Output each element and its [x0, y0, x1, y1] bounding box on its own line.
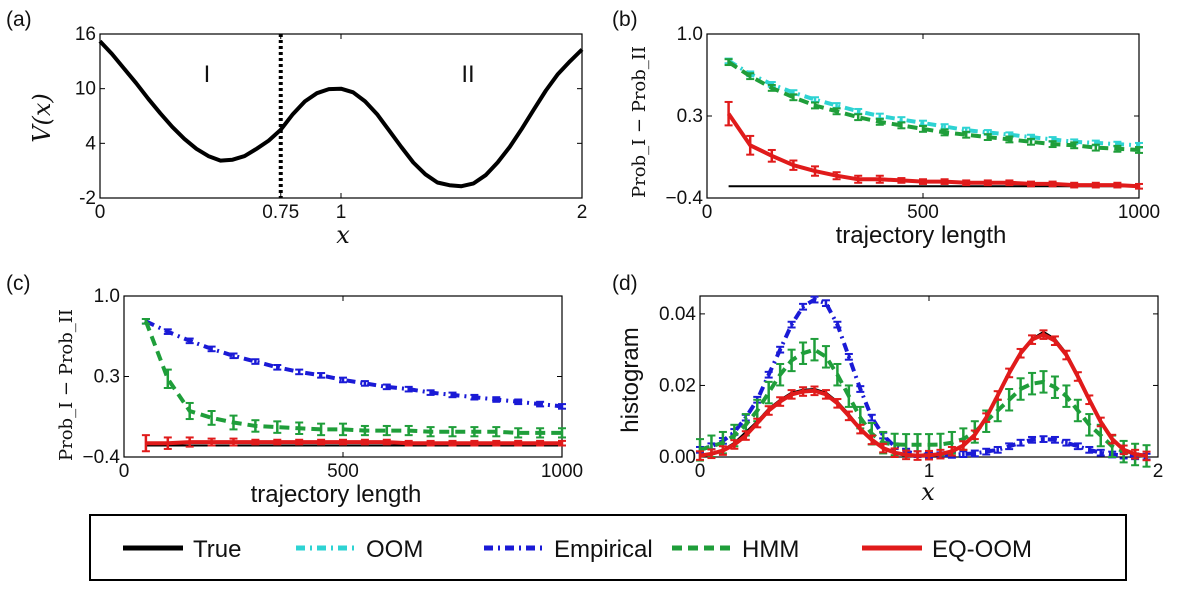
panel-a-ylabel: V(x)	[28, 93, 56, 143]
series-line-empirical	[145, 319, 563, 409]
series-line-hmm	[699, 347, 1147, 458]
legend-label-oom: OOM	[366, 536, 423, 563]
panel-a-potential: 0 0.75 1 2 -2 4 10 16	[75, 24, 587, 223]
series-line-eq-oom	[145, 440, 562, 446]
x-tick-label: 2	[577, 202, 588, 223]
y-tick-label: 0.00	[659, 447, 696, 468]
legend-label-true: True	[193, 536, 241, 563]
panel-label-a: (a)	[6, 8, 32, 31]
panel-a-xlabel: x	[336, 221, 350, 249]
plot-frame	[706, 33, 1140, 199]
y-tick-label: 0.02	[659, 375, 696, 396]
region-label-II: II	[461, 61, 474, 88]
x-tick-label: 1	[336, 202, 347, 223]
x-tick-label: 1000	[541, 461, 583, 482]
panel-d-xlabel: x	[921, 478, 935, 506]
x-tick-label: 500	[327, 461, 359, 482]
y-tick-label: −0.4	[665, 188, 703, 209]
x-tick-label: 2	[1153, 461, 1164, 482]
series-line-eq-oom	[699, 332, 1147, 458]
y-tick-label: 0.3	[94, 367, 120, 388]
y-tick-label: 16	[75, 24, 96, 45]
y-tick-label: 0.3	[677, 106, 703, 127]
region-label-I: I	[204, 61, 211, 88]
legend-label-eq-oom: EQ-OOM	[932, 536, 1032, 563]
y-tick-label: 4	[85, 133, 96, 154]
panel-label-d: (d)	[612, 272, 638, 295]
x-tick-label: 1000	[1118, 202, 1160, 223]
series-line-oom	[727, 59, 1140, 148]
x-tick-label: 0	[119, 461, 130, 482]
series-line-potential	[98, 39, 584, 189]
x-tick-label: 500	[907, 202, 939, 223]
legend-label-hmm: HMM	[742, 536, 799, 563]
y-tick-label: 0.04	[659, 304, 696, 325]
series-line-hmm	[727, 60, 1140, 152]
series-line-eq-oom	[726, 112, 1140, 189]
y-tick-label: 1.0	[677, 24, 703, 45]
panel-c-ylabel: Prob_I − Prob_II	[56, 309, 77, 461]
x-tick-label: 0	[695, 461, 706, 482]
x-tick-label: 0	[95, 202, 106, 223]
panel-c-empirical-hmm-eqoom: 0 500 1000 −0.4 0.3 1.0	[82, 286, 583, 482]
panel-label-c: (c)	[6, 272, 31, 295]
legend-box	[89, 514, 1127, 581]
panel-b-ylabel: Prob_I − Prob_II	[629, 46, 650, 198]
y-tick-label: −0.4	[82, 447, 120, 468]
panel-d-ylabel: histogram	[617, 327, 644, 432]
series-line-empirical	[699, 297, 1147, 459]
legend-label-empirical: Empirical	[554, 536, 653, 563]
y-tick-label: 10	[75, 79, 96, 100]
panel-b-xlabel: trajectory length	[836, 222, 1007, 249]
panel-b-oom-hmm-eqoom: 0 500 1000 −0.4 0.3 1.0	[665, 24, 1160, 223]
panel-d-histogram: 0 1 2 0.00 0.02 0.04	[659, 295, 1164, 482]
legend: True OOM Empirical HMM EQ-OOM	[123, 536, 1032, 563]
x-tick-label: 0	[702, 202, 713, 223]
panel-label-b: (b)	[612, 8, 638, 31]
y-tick-label: -2	[79, 188, 96, 209]
x-tick-label: 1	[924, 461, 935, 482]
x-tick-label: 0.75	[262, 202, 299, 223]
series-line-hmm	[144, 320, 562, 435]
y-tick-label: 1.0	[94, 286, 120, 307]
panel-c-xlabel: trajectory length	[251, 481, 422, 508]
plot-frame	[99, 33, 583, 199]
